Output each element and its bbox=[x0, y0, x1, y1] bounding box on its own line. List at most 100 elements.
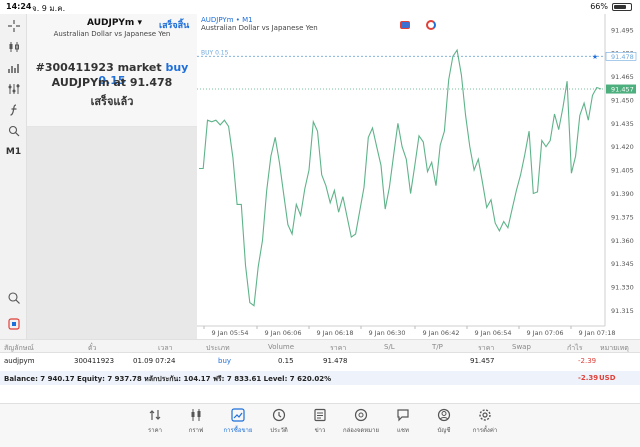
y-tick-label: 91.495 bbox=[611, 26, 634, 34]
nav-label: การซื้อขาย bbox=[223, 427, 253, 434]
indicators-icon[interactable] bbox=[0, 58, 27, 78]
nav-news[interactable]: ข่าว bbox=[300, 408, 340, 435]
nav-chat[interactable]: แชท bbox=[383, 408, 423, 435]
nav-label: การตั้งค่า bbox=[472, 427, 498, 434]
done-button[interactable]: เสร็จสิ้น bbox=[159, 21, 190, 31]
col-tp[interactable]: T/P bbox=[432, 343, 443, 351]
col-swap[interactable]: Swap bbox=[512, 343, 531, 351]
y-tick-label: 91.330 bbox=[611, 284, 634, 292]
col-volume[interactable]: Volume bbox=[268, 343, 295, 351]
mailbox-icon bbox=[354, 408, 368, 422]
crosshair-icon[interactable] bbox=[0, 16, 27, 36]
trade-levels-icon[interactable] bbox=[426, 20, 436, 30]
news-icon bbox=[314, 408, 326, 422]
battery-icon bbox=[612, 2, 632, 11]
history-icon bbox=[272, 408, 286, 422]
y-tick-label: 91.420 bbox=[611, 143, 634, 151]
notification-symbol[interactable]: AUDJPYm ▾ bbox=[87, 18, 142, 28]
y-tick-label: 91.315 bbox=[611, 307, 634, 315]
nav-label: กล่องจดหมาย bbox=[342, 427, 380, 434]
fill-price: 91.478 bbox=[129, 76, 173, 89]
fill-line: AUDJPYm at 91.478 bbox=[27, 76, 197, 89]
notification-description: Australian Dollar vs Japanese Yen bbox=[53, 30, 171, 38]
nav-quotes[interactable]: ราคา bbox=[135, 408, 175, 435]
y-tick-label: 91.450 bbox=[611, 96, 634, 104]
row-volume: 0.15 bbox=[278, 357, 294, 365]
fill-prefix: AUDJPYm at bbox=[51, 76, 127, 89]
bid-price-tag bbox=[606, 84, 636, 94]
col-symbol[interactable]: สัญลักษณ์ bbox=[4, 344, 34, 352]
status-right: 66% bbox=[590, 2, 632, 11]
buy-marker: ★ bbox=[592, 53, 598, 61]
row-symbol: audjpym bbox=[4, 357, 35, 365]
nav-label: ข่าว bbox=[314, 427, 326, 434]
y-tick-label: 91.435 bbox=[611, 120, 634, 128]
chart-title: AUDJPYm • M1 bbox=[201, 16, 253, 24]
col-time[interactable]: เวลา bbox=[158, 344, 173, 352]
price-axis-area bbox=[605, 14, 640, 339]
chat-icon bbox=[397, 409, 409, 422]
status-date: จ. 9 ม.ค. bbox=[32, 4, 66, 13]
one-click-trading-icon[interactable] bbox=[0, 314, 27, 334]
account-icon bbox=[437, 408, 451, 422]
battery-fill bbox=[614, 4, 626, 9]
col-open-price[interactable]: ราคา bbox=[330, 344, 347, 352]
col-ticket[interactable]: ตั๋ว bbox=[88, 344, 97, 352]
x-tick-label: 9 Jan 06:06 bbox=[264, 329, 301, 337]
nav-mailbox[interactable]: กล่องจดหมาย bbox=[341, 408, 381, 435]
battery-percent: 66% bbox=[590, 2, 608, 11]
col-comment[interactable]: หมายเหตุ bbox=[600, 344, 629, 352]
balance-currency: USD bbox=[599, 374, 616, 382]
nav-label: ราคา bbox=[148, 427, 162, 434]
chart-icon bbox=[191, 409, 201, 421]
nav-label: กราฟ bbox=[188, 427, 204, 434]
nav-trade[interactable]: การซื้อขาย bbox=[218, 408, 258, 435]
row-type: buy bbox=[218, 357, 232, 365]
objects-icon[interactable] bbox=[0, 121, 27, 141]
price-chart[interactable]: 91.49591.48091.46591.45091.43591.42091.4… bbox=[197, 14, 640, 339]
col-profit[interactable]: กำไร bbox=[567, 344, 583, 352]
col-type[interactable]: ประเภท bbox=[206, 344, 230, 352]
row-open-price: 91.478 bbox=[323, 357, 348, 365]
table-header: สัญลักษณ์ ตั๋ว เวลา ประเภท Volume ราคา S… bbox=[0, 339, 640, 353]
y-tick-label: 91.465 bbox=[611, 73, 634, 81]
y-tick-label: 91.375 bbox=[611, 213, 634, 221]
buy-price-tag bbox=[605, 51, 637, 61]
row-time: 01.09 07:24 bbox=[133, 357, 176, 365]
nav-settings[interactable]: การตั้งค่า bbox=[465, 408, 505, 435]
nav-history[interactable]: ประวัติ bbox=[259, 408, 299, 435]
y-tick-label: 91.345 bbox=[611, 260, 634, 268]
buy-order-label: BUY 0.15 bbox=[201, 49, 229, 56]
settings-sliders-icon[interactable] bbox=[0, 79, 27, 99]
x-tick-label: 9 Jan 06:30 bbox=[368, 329, 405, 337]
chart-type-icon[interactable] bbox=[0, 37, 27, 57]
zoom-icon[interactable] bbox=[0, 288, 27, 308]
x-tick-label: 9 Jan 06:54 bbox=[474, 329, 511, 337]
table-row[interactable]: audjpym 300411923 01.09 07:24 buy 0.15 9… bbox=[0, 354, 640, 370]
row-current-price: 91.457 bbox=[470, 357, 495, 365]
nav-account[interactable]: บัญชี bbox=[424, 408, 464, 435]
notification-backdrop bbox=[27, 127, 197, 339]
nav-label: ประวัติ bbox=[270, 427, 288, 434]
y-tick-label: 91.390 bbox=[611, 190, 634, 198]
col-price[interactable]: ราคา bbox=[478, 344, 495, 352]
order-prefix: #300411923 market bbox=[35, 61, 162, 74]
function-icon[interactable] bbox=[0, 100, 27, 120]
chart-canvas[interactable]: 91.49591.48091.46591.45091.43591.42091.4… bbox=[197, 14, 640, 339]
bottom-nav: ราคา กราฟ การซื้อขาย ประวัติ ข่าว กล่องจ… bbox=[0, 403, 640, 447]
x-tick-label: 9 Jan 06:18 bbox=[316, 329, 353, 337]
x-tick-label: 9 Jan 05:54 bbox=[211, 329, 248, 337]
col-sl[interactable]: S/L bbox=[384, 343, 395, 351]
timeframe-button[interactable]: M1 bbox=[5, 147, 22, 157]
x-tick-label: 9 Jan 07:18 bbox=[578, 329, 615, 337]
status-bar: 14:24 จ. 9 ม.ค. 66% bbox=[0, 0, 640, 14]
settings-icon bbox=[479, 409, 491, 421]
balance-bar: Balance: 7 940.17 Equity: 7 937.78 หลักป… bbox=[0, 371, 640, 385]
chevron-down-icon: ▾ bbox=[137, 18, 142, 28]
one-click-icon[interactable] bbox=[400, 21, 410, 29]
positions-table: สัญลักษณ์ ตั๋ว เวลา ประเภท Volume ราคา S… bbox=[0, 339, 640, 403]
quotes-icon bbox=[149, 410, 161, 420]
order-side: buy 0.15 bbox=[98, 61, 189, 87]
nav-chart[interactable]: กราฟ bbox=[176, 408, 216, 435]
nav-label: แชท bbox=[397, 427, 409, 434]
